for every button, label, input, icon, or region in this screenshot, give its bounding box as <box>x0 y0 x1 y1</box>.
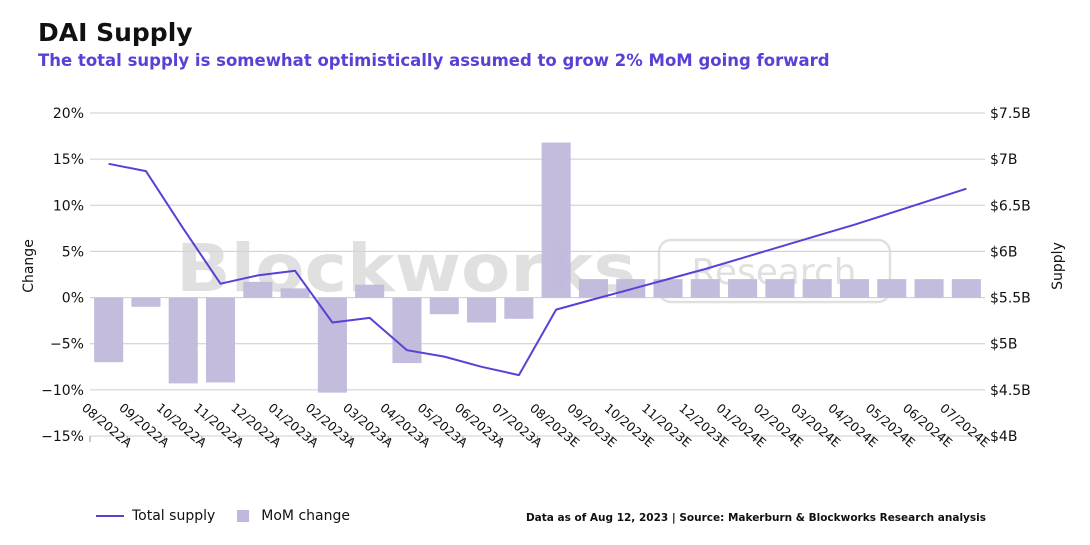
bar-mom-change[interactable] <box>765 279 795 298</box>
y-right-tick-label: $7B <box>990 152 1017 168</box>
watermark-badge <box>657 238 892 304</box>
bar-mom-change[interactable] <box>131 297 161 307</box>
line-total-supply[interactable] <box>108 162 967 377</box>
legend-label-total-supply: Total supply <box>132 508 216 524</box>
y-left-tick-label: −10% <box>41 383 84 399</box>
bar-mom-change[interactable] <box>280 288 310 298</box>
bar-mom-change[interactable] <box>728 279 758 298</box>
bar-mom-change[interactable] <box>690 279 720 298</box>
bar-mom-change[interactable] <box>168 297 198 384</box>
bar-mom-change[interactable] <box>541 142 571 298</box>
chart-canvas: Blockworks Research −15%−10%−5%0%5%10%15… <box>21 106 1066 451</box>
legend-bar-swatch <box>237 510 250 522</box>
y-right-tick-label: $5.5B <box>990 291 1031 307</box>
source-footnote: Data as of Aug 12, 2023 | Source: Makerb… <box>525 512 986 524</box>
left-axis: −15% −10% −5% 0% 5% 10% 15% 20% <box>41 106 84 445</box>
legend-item-total-supply[interactable]: Total supply <box>96 508 215 524</box>
bar-mom-change[interactable] <box>802 279 832 298</box>
bar-mom-change[interactable] <box>317 297 347 393</box>
right-axis: $4B $4.5B $5B $5.5B $6B $6.5B $7B $7.5B <box>990 106 1031 445</box>
bar-mom-change[interactable] <box>429 297 459 315</box>
y-left-tick-label: 15% <box>53 152 84 168</box>
bar-mom-change[interactable] <box>914 279 944 298</box>
y-left-tick-label: −15% <box>41 429 84 445</box>
bar-mom-change[interactable] <box>578 279 608 298</box>
y-axis-label-right: Supply <box>1050 242 1066 290</box>
x-axis: 08/2022A09/2022A10/2022A11/2022A12/2022A… <box>79 400 993 451</box>
y-axis-label-left: Change <box>21 239 37 293</box>
y-right-tick-label: $6B <box>990 244 1017 260</box>
bar-mom-change[interactable] <box>205 297 236 383</box>
y-left-tick-label: 10% <box>53 198 84 214</box>
y-left-tick-label: −5% <box>50 337 84 353</box>
y-right-tick-label: $7.5B <box>990 106 1031 122</box>
bar-mom-change[interactable] <box>877 279 907 298</box>
y-right-tick-label: $5B <box>990 337 1017 353</box>
legend-item-mom-change[interactable]: MoM change <box>237 508 350 524</box>
y-left-tick-label: 20% <box>53 106 84 122</box>
chart-title: DAI Supply <box>38 18 193 47</box>
legend: Total supply MoM change <box>96 508 372 524</box>
y-right-tick-label: $6.5B <box>990 198 1031 214</box>
bar-mom-change[interactable] <box>504 297 534 319</box>
bar-mom-change[interactable] <box>392 297 422 364</box>
bar-mom-change[interactable] <box>951 279 981 298</box>
y-left-tick-label: 5% <box>62 244 84 260</box>
y-left-tick-label: 0% <box>62 291 84 307</box>
bar-mom-change[interactable] <box>355 284 385 298</box>
bar-mom-change[interactable] <box>839 279 870 298</box>
legend-line-swatch <box>96 515 124 517</box>
bar-mom-change[interactable] <box>653 279 683 298</box>
line-series <box>108 162 967 377</box>
y-right-tick-label: $4B <box>990 429 1017 445</box>
bar-mom-change[interactable] <box>467 297 497 323</box>
legend-label-mom-change: MoM change <box>261 508 350 524</box>
bar-mom-change[interactable] <box>94 297 124 363</box>
bar-mom-change[interactable] <box>243 281 273 298</box>
y-right-tick-label: $4.5B <box>990 383 1031 399</box>
chart-subtitle: The total supply is somewhat optimistica… <box>38 51 830 70</box>
